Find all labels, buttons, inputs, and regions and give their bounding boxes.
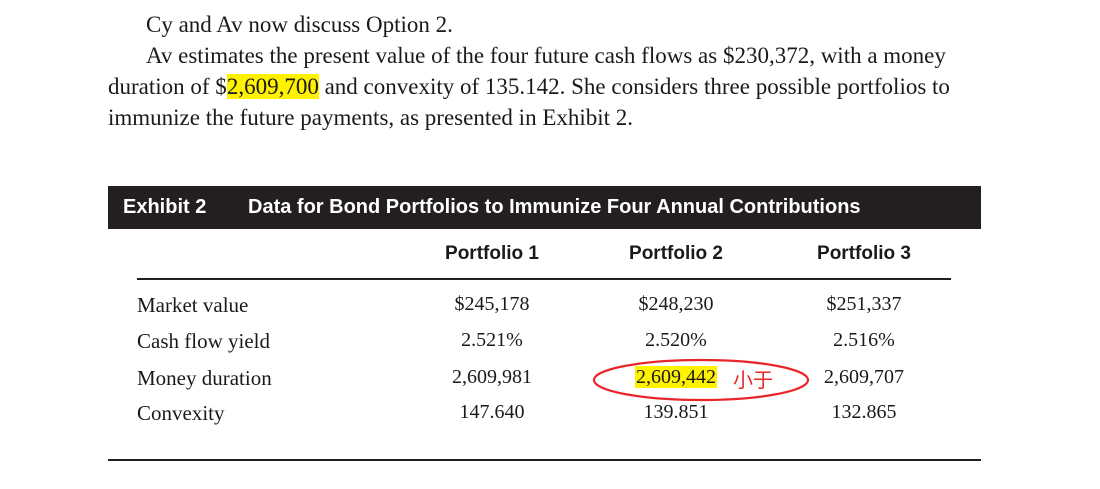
- column-header-portfolio-3: Portfolio 3: [817, 243, 911, 264]
- table-cell: 132.865: [831, 401, 897, 423]
- row-label-market-value: Market value: [137, 293, 249, 317]
- highlighted-value: 2,609,442: [635, 366, 717, 388]
- highlighted-money-duration: 2,609,700: [226, 74, 319, 99]
- table-bottom-rule: [108, 459, 981, 461]
- table-top-rule: [137, 278, 951, 280]
- table-cell: $245,178: [454, 293, 530, 315]
- table-cell: 147.640: [459, 401, 525, 423]
- table-cell: 2.516%: [833, 329, 895, 351]
- paragraph-text-before: Av estimates the present value of the fo…: [108, 43, 946, 99]
- exhibit-number: Exhibit 2: [123, 196, 207, 218]
- table-cell: 139.851: [643, 401, 709, 423]
- column-header-portfolio-1: Portfolio 1: [445, 243, 539, 264]
- table-cell: 2.521%: [461, 329, 523, 351]
- exhibit-title: Data for Bond Portfolios to Immunize Fou…: [248, 196, 861, 218]
- table-cell: $248,230: [638, 293, 714, 315]
- table-cell: 2,609,707: [824, 366, 904, 388]
- row-label-convexity: Convexity: [137, 401, 225, 425]
- column-header-portfolio-2: Portfolio 2: [629, 243, 723, 264]
- row-label-cash-flow-yield: Cash flow yield: [137, 329, 270, 353]
- red-circle-annotation: [592, 358, 810, 402]
- intro-line: Cy and Av now discuss Option 2.: [146, 12, 453, 37]
- intro-paragraph: Av estimates the present value of the fo…: [108, 40, 988, 133]
- table-cell: 2,609,981: [452, 366, 532, 388]
- exhibit-title-bar: Exhibit 2 Data for Bond Portfolios to Im…: [108, 186, 981, 229]
- row-label-money-duration: Money duration: [137, 366, 272, 390]
- annotation-ellipse: [592, 358, 810, 402]
- paragraph-text-after: and convexity of 135.142. She considers …: [108, 74, 950, 130]
- handwritten-note: 小于: [733, 368, 773, 392]
- table-cell-highlighted: 2,609,442: [596, 366, 756, 389]
- table-cell: 2.520%: [645, 329, 707, 351]
- table-cell: $251,337: [826, 293, 902, 315]
